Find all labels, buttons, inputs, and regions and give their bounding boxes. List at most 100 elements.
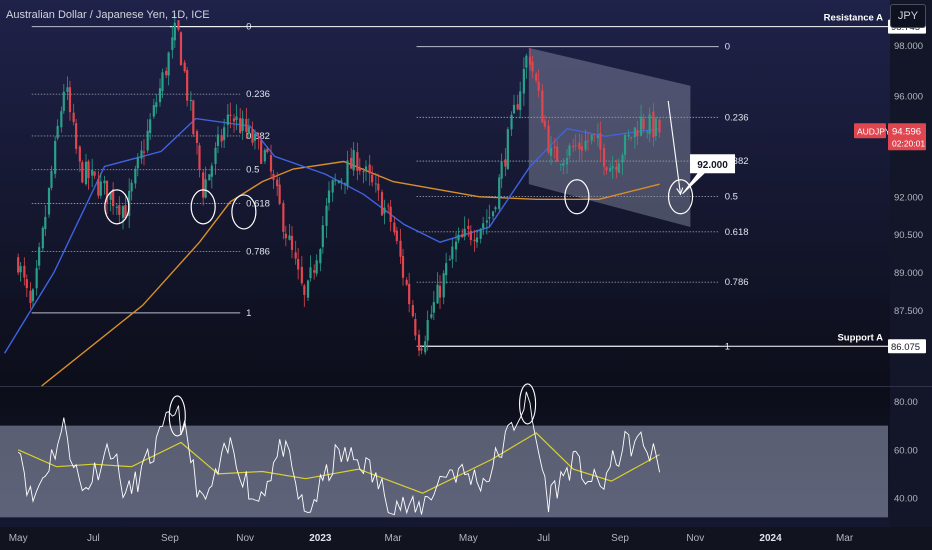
- candle-body: [646, 131, 649, 133]
- candle-body: [482, 223, 485, 229]
- candle-body: [364, 166, 368, 171]
- candle-body: [195, 131, 199, 144]
- fib-level-label: 0.236: [725, 112, 749, 123]
- candle-body: [183, 62, 186, 72]
- candle-body: [535, 73, 538, 81]
- candle-body: [475, 237, 479, 243]
- candle-body: [78, 146, 81, 162]
- candle-body: [574, 144, 577, 146]
- candle-body: [118, 205, 121, 215]
- time-axis-label: Jul: [87, 533, 100, 544]
- candle-body: [615, 166, 618, 171]
- candle-body: [599, 133, 602, 150]
- candle-body: [611, 166, 614, 169]
- ticker-symbol-label: AUDJPY: [857, 126, 891, 136]
- candle-body: [93, 171, 96, 176]
- candle-body: [617, 163, 620, 173]
- candle-body: [66, 87, 69, 92]
- candle-body: [547, 125, 550, 153]
- candle-body: [436, 284, 439, 304]
- candle-body: [654, 118, 657, 137]
- candle-body: [313, 270, 316, 273]
- fib-level-label: 0.5: [246, 165, 259, 176]
- candle-body: [17, 257, 20, 273]
- candle-body: [549, 147, 553, 156]
- candle-body: [165, 70, 168, 76]
- fib-level-label: 0: [725, 42, 730, 53]
- currency-button[interactable]: JPY: [890, 4, 926, 28]
- candle-body: [266, 148, 269, 152]
- candle-body: [337, 180, 340, 183]
- candle-body: [562, 162, 565, 166]
- candle-body: [161, 72, 164, 92]
- fib-level-label: 0.786: [246, 247, 270, 258]
- candle-body: [541, 90, 544, 123]
- candle-body: [155, 102, 158, 108]
- candle-body: [374, 183, 377, 185]
- candle-body: [590, 134, 593, 141]
- candle-body: [91, 169, 94, 176]
- descending-channel: [528, 47, 691, 228]
- candle-body: [498, 177, 501, 209]
- candle-body: [467, 226, 470, 230]
- candle-body: [226, 114, 229, 125]
- candle-body: [247, 127, 250, 134]
- candle-body: [186, 70, 189, 101]
- candle-body: [25, 279, 28, 288]
- price-axis-tick-label: 90.500: [894, 230, 923, 241]
- candle-body: [216, 134, 220, 146]
- candle-body: [158, 88, 162, 103]
- price-axis-tick-label: 89.000: [894, 268, 923, 279]
- candle-body: [371, 174, 374, 183]
- candle-body: [568, 145, 571, 156]
- candle-body: [257, 136, 260, 139]
- candle-body: [72, 112, 75, 123]
- candle-body: [356, 152, 359, 171]
- price-axis-tick-label: 92.000: [894, 192, 923, 203]
- candle-body: [288, 235, 291, 240]
- candle-body: [565, 158, 569, 165]
- candle-body: [510, 114, 513, 130]
- last-price-tag: [888, 123, 926, 151]
- candle-body: [343, 182, 347, 184]
- candle-body: [430, 314, 433, 318]
- candle-body: [232, 118, 236, 122]
- candle-body: [327, 190, 331, 203]
- candle-body: [54, 140, 57, 174]
- candle-body: [512, 104, 516, 114]
- candle-body: [350, 157, 353, 169]
- candle-body: [639, 116, 643, 136]
- candle-body: [461, 234, 464, 238]
- candle-body: [572, 146, 575, 148]
- price-axis-background: [890, 0, 932, 386]
- candle-body: [220, 135, 223, 142]
- candle-body: [300, 266, 303, 284]
- candle-body: [346, 160, 349, 186]
- candle-body: [109, 192, 112, 200]
- candle-body: [522, 69, 525, 94]
- candle-body: [81, 162, 84, 183]
- candle-body: [198, 145, 201, 170]
- fib-level-label: 0.618: [246, 199, 270, 210]
- rsi-axis-background: [890, 387, 932, 527]
- candle-body: [297, 258, 300, 270]
- candle-body: [389, 206, 392, 222]
- candle-body: [134, 168, 137, 184]
- candle-body: [315, 260, 318, 274]
- time-axis-label: Sep: [161, 533, 179, 544]
- candle-body: [623, 135, 627, 155]
- candle-body: [578, 142, 581, 150]
- last-price-label: 94.596: [892, 126, 921, 137]
- candle-body: [306, 280, 310, 298]
- candle-body: [23, 265, 26, 278]
- candle-body: [426, 320, 429, 341]
- rsi-highlight-circle: [519, 383, 537, 425]
- candle-body: [173, 22, 176, 41]
- candle-body: [432, 302, 435, 313]
- target-callout-label: 92.000: [697, 160, 728, 171]
- candle-body: [451, 246, 454, 260]
- time-axis-label: May: [459, 533, 478, 544]
- candle-body: [136, 157, 139, 169]
- candle-body: [593, 134, 596, 135]
- candle-body: [399, 240, 402, 257]
